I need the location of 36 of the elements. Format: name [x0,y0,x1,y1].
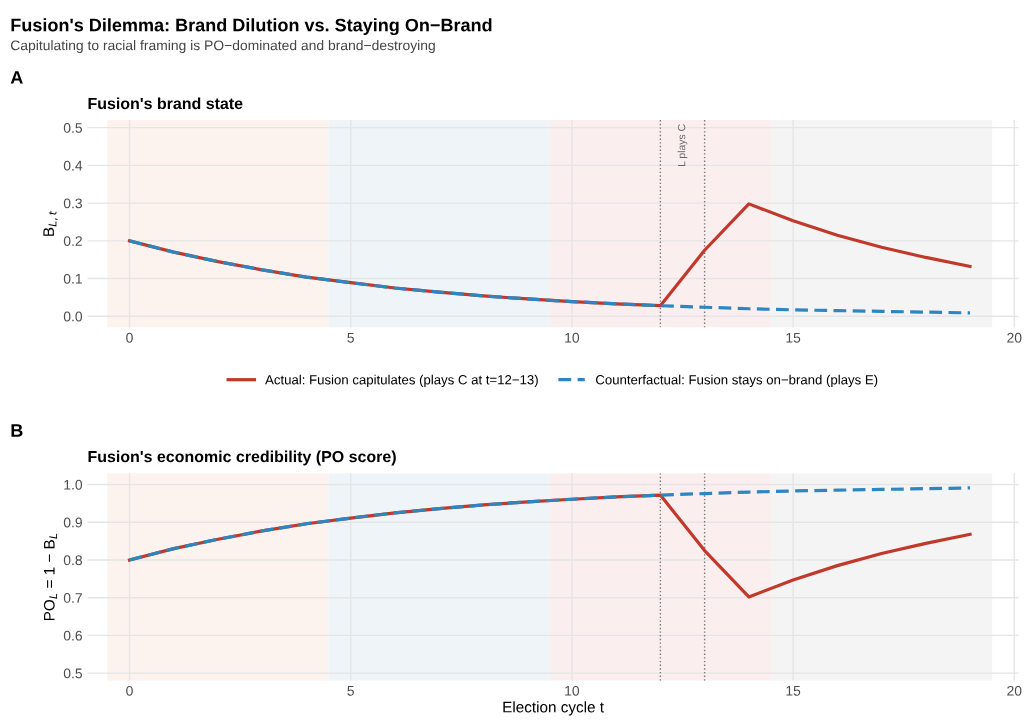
y-tick-label: 0.2 [63,236,82,246]
text: B [11,424,23,437]
y-tick-label: 0.7 [63,593,82,603]
x-tick-label: 15 [786,332,801,343]
x-tick-label: 10 [565,332,580,343]
x-tick-label: 0 [126,332,133,343]
y-tick-label: 0.3 [63,198,82,209]
x-tick-label: 10 [565,685,580,696]
y-tick-label: 0.8 [63,555,82,566]
chart-title: Fusion's brand state [88,97,243,110]
line-series [127,486,972,562]
y-tick-label: 0.5 [63,668,83,679]
text: A [10,71,23,84]
text: Fusion's Dilemma: Brand Dilution vs. Staying On−Brand [11,18,492,36]
x-tick-label: 5 [347,332,354,343]
y-tick-label: 0.0 [63,311,83,322]
y-axis-title: PO$_{L}$ = 1 − B$_{L}$ [43,533,58,621]
y-axis-title: B$_{L,t}$ [43,210,58,236]
ref-line-label: L plays C [677,124,688,167]
y-tick-label: 0.5 [63,123,83,133]
x-tick-label: 5 [347,686,354,696]
y-tick-label: 0.1 [63,273,82,284]
x-tick-label: 20 [1007,685,1022,696]
x-tick-label: 0 [126,685,133,696]
text: Capitulating to racial framing is PO−dominated and brand−destroying [11,40,435,53]
x-tick-label: 20 [1007,332,1022,343]
y-tick-label: 0.6 [63,630,82,641]
legend-label: Counterfactual: Fusion stays on−brand (plays E) [596,374,878,388]
x-axis-title: Election cycle t [503,701,604,716]
legend-label: Actual: Fusion capitulates (plays C at t=12−13) [265,374,538,388]
x-tick-label: 15 [786,686,801,696]
y-tick-label: 1.0 [64,479,83,490]
line-series [127,239,972,315]
y-tick-label: 0.4 [63,160,83,171]
y-tick-label: 0.9 [63,517,82,528]
chart-title: Fusion's economic credibility (PO score) [88,450,396,466]
